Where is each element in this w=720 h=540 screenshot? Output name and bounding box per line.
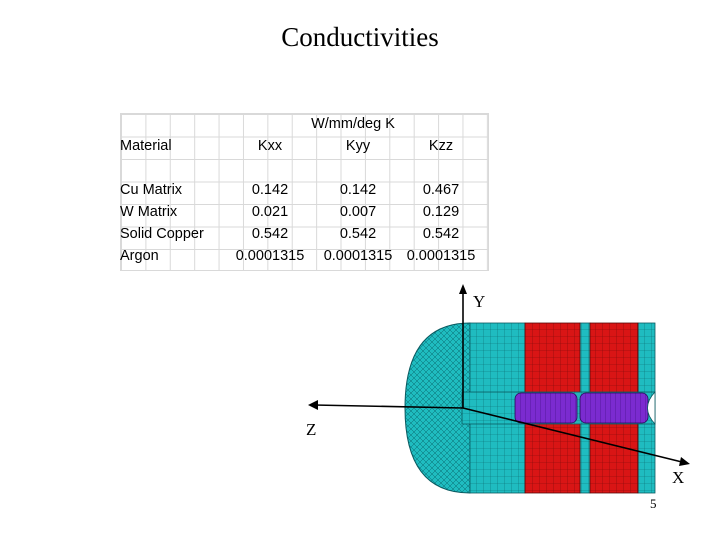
- table-header-row: Material Kxx Kyy Kzz: [120, 135, 482, 157]
- kxx-value: 0.0001315: [235, 248, 305, 264]
- x-axis-arrow-icon: [679, 457, 690, 466]
- y-axis-arrow-icon: [459, 284, 467, 294]
- material-name: Solid Copper: [120, 226, 204, 242]
- purple-core-2: [579, 392, 649, 424]
- table-row: Solid Copper 0.542 0.542 0.542: [120, 223, 482, 245]
- kyy-value: 0.007: [339, 204, 377, 220]
- material-name: Argon: [120, 248, 159, 264]
- z-axis-line: [313, 404, 464, 409]
- kyy-value: 0.0001315: [323, 248, 393, 264]
- end-notch: [647, 390, 656, 426]
- kxx-value: 0.542: [251, 226, 289, 242]
- material-name: W Matrix: [120, 204, 178, 220]
- column-header-kxx: Kxx: [257, 138, 283, 154]
- column-header-material: Material: [120, 138, 172, 154]
- kyy-value: 0.142: [339, 182, 377, 198]
- material-name: Cu Matrix: [120, 182, 183, 198]
- kzz-value: 0.0001315: [406, 248, 476, 264]
- conductivity-table: W/mm/deg K Material Kxx Kyy Kzz Cu Matri…: [120, 113, 482, 267]
- z-axis-arrow-icon: [308, 400, 318, 410]
- kzz-value: 0.542: [422, 226, 460, 242]
- slide-title: Conductivities: [281, 22, 439, 52]
- kzz-value: 0.129: [422, 204, 460, 220]
- kzz-value: 0.467: [422, 182, 460, 198]
- kyy-value: 0.542: [339, 226, 377, 242]
- unit-header: W/mm/deg K: [311, 116, 395, 132]
- table-row: Cu Matrix 0.142 0.142 0.467: [120, 179, 482, 201]
- axis-label-z: Z: [306, 420, 317, 439]
- kxx-value: 0.142: [251, 182, 289, 198]
- table-header-unit-row: W/mm/deg K: [120, 113, 482, 135]
- page-number: 5: [650, 496, 657, 511]
- axis-label-x: X: [672, 468, 685, 487]
- table-grid-background: [120, 113, 489, 271]
- axis-label-y: Y: [473, 292, 486, 311]
- table-row: W Matrix 0.021 0.007 0.129: [120, 201, 482, 223]
- column-header-kzz: Kzz: [428, 138, 454, 154]
- kxx-value: 0.021: [251, 204, 289, 220]
- purple-core-1: [514, 392, 578, 424]
- x-axis-line: [462, 407, 687, 464]
- table-row: Argon 0.0001315 0.0001315 0.0001315: [120, 245, 482, 267]
- column-header-kyy: Kyy: [345, 138, 371, 154]
